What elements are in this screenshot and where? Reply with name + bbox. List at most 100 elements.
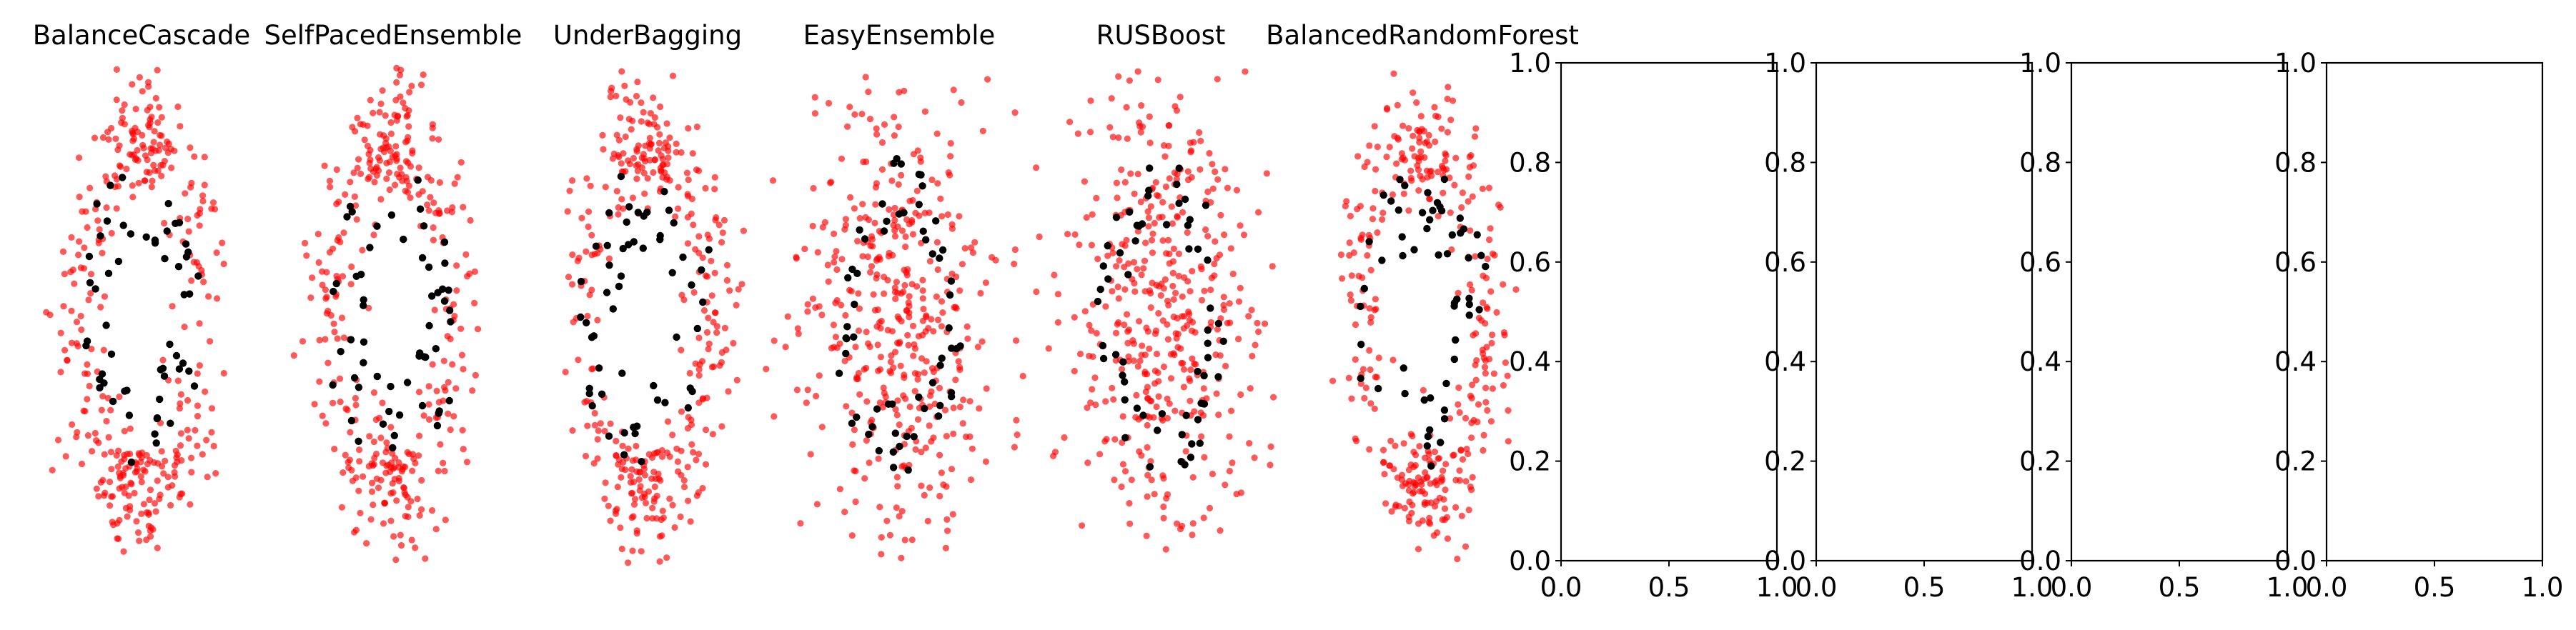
majority-point <box>87 290 94 297</box>
majority-point <box>771 413 778 420</box>
majority-point <box>1199 412 1207 419</box>
majority-point <box>1061 434 1068 441</box>
majority-point <box>917 154 924 161</box>
minority-point <box>418 254 427 262</box>
minority-point <box>164 199 172 208</box>
majority-point <box>602 479 609 486</box>
majority-point <box>78 326 85 334</box>
minority-point <box>1378 256 1386 264</box>
majority-point <box>1213 390 1220 397</box>
majority-point <box>909 322 917 329</box>
minority-point <box>850 333 858 341</box>
majority-point <box>1206 504 1214 512</box>
majority-point <box>807 451 814 458</box>
minority-point <box>873 405 881 413</box>
majority-point <box>1178 359 1185 367</box>
majority-point <box>315 259 322 266</box>
minority-point <box>917 171 925 179</box>
minority-point <box>1119 371 1126 379</box>
x-tick-label: 0.0 <box>1795 572 1838 603</box>
majority-point <box>1144 471 1151 479</box>
majority-point <box>1114 284 1121 291</box>
majority-point <box>177 442 184 449</box>
majority-point <box>948 270 956 277</box>
majority-point <box>1347 297 1354 304</box>
minority-point <box>104 269 113 277</box>
majority-point <box>1251 454 1258 461</box>
majority-point <box>49 466 56 474</box>
majority-point <box>1462 543 1470 550</box>
majority-point <box>151 500 159 507</box>
majority-point <box>1149 249 1156 256</box>
majority-point <box>367 96 374 104</box>
majority-point <box>656 558 663 565</box>
majority-point <box>1415 546 1422 553</box>
minority-point <box>865 430 873 439</box>
majority-point <box>114 146 122 154</box>
minority-point <box>182 240 190 248</box>
majority-point <box>942 544 949 551</box>
majority-point <box>827 179 834 186</box>
minority-point <box>670 219 678 227</box>
minority-point <box>373 372 381 381</box>
majority-point <box>861 366 868 373</box>
minority-point <box>360 338 368 346</box>
majority-point <box>460 366 467 373</box>
majority-point <box>201 181 208 189</box>
majority-point <box>642 499 650 506</box>
majority-point <box>584 312 591 320</box>
majority-point <box>144 106 151 114</box>
majority-point <box>1465 173 1472 180</box>
majority-point <box>719 229 726 236</box>
majority-point <box>429 135 436 142</box>
majority-point <box>370 438 378 446</box>
scatter-points <box>43 66 227 555</box>
minority-point <box>1111 351 1120 359</box>
majority-point <box>930 328 937 335</box>
majority-point <box>342 451 349 459</box>
majority-point <box>703 329 711 336</box>
majority-point <box>1425 519 1432 526</box>
majority-point <box>381 500 389 507</box>
minority-point <box>352 272 360 280</box>
majority-point <box>354 164 361 171</box>
majority-point <box>429 507 436 514</box>
majority-point <box>132 106 139 113</box>
minority-point <box>1185 245 1193 253</box>
majority-point <box>201 154 208 161</box>
majority-point <box>1469 381 1476 389</box>
minority-point <box>598 390 606 398</box>
majority-point <box>1361 163 1368 171</box>
majority-point <box>871 219 878 226</box>
minority-point <box>1121 378 1129 386</box>
majority-point <box>425 416 433 424</box>
y-tick-label: 0.4 <box>1764 346 1806 377</box>
majority-point <box>1013 416 1020 424</box>
majority-point <box>395 474 402 482</box>
majority-point <box>803 399 810 406</box>
majority-point <box>1162 546 1169 553</box>
minority-point <box>425 263 433 271</box>
majority-point <box>1467 392 1474 399</box>
majority-point <box>877 354 884 361</box>
minority-point <box>630 238 638 246</box>
majority-point <box>809 222 816 230</box>
majority-point <box>1424 174 1431 181</box>
majority-point <box>794 325 801 332</box>
majority-point <box>377 196 385 203</box>
majority-point <box>161 219 168 227</box>
majority-point <box>1141 371 1149 378</box>
minority-point <box>1204 326 1212 334</box>
majority-point <box>311 401 318 408</box>
majority-point <box>1469 474 1476 481</box>
minority-point <box>1204 256 1212 264</box>
minority-point <box>640 212 648 220</box>
majority-point <box>1373 374 1380 381</box>
majority-point <box>1109 134 1116 141</box>
majority-point <box>81 408 89 415</box>
majority-point <box>307 294 314 301</box>
majority-point <box>628 490 635 497</box>
minority-point <box>650 381 658 390</box>
majority-point <box>905 299 912 306</box>
majority-point <box>625 157 632 164</box>
